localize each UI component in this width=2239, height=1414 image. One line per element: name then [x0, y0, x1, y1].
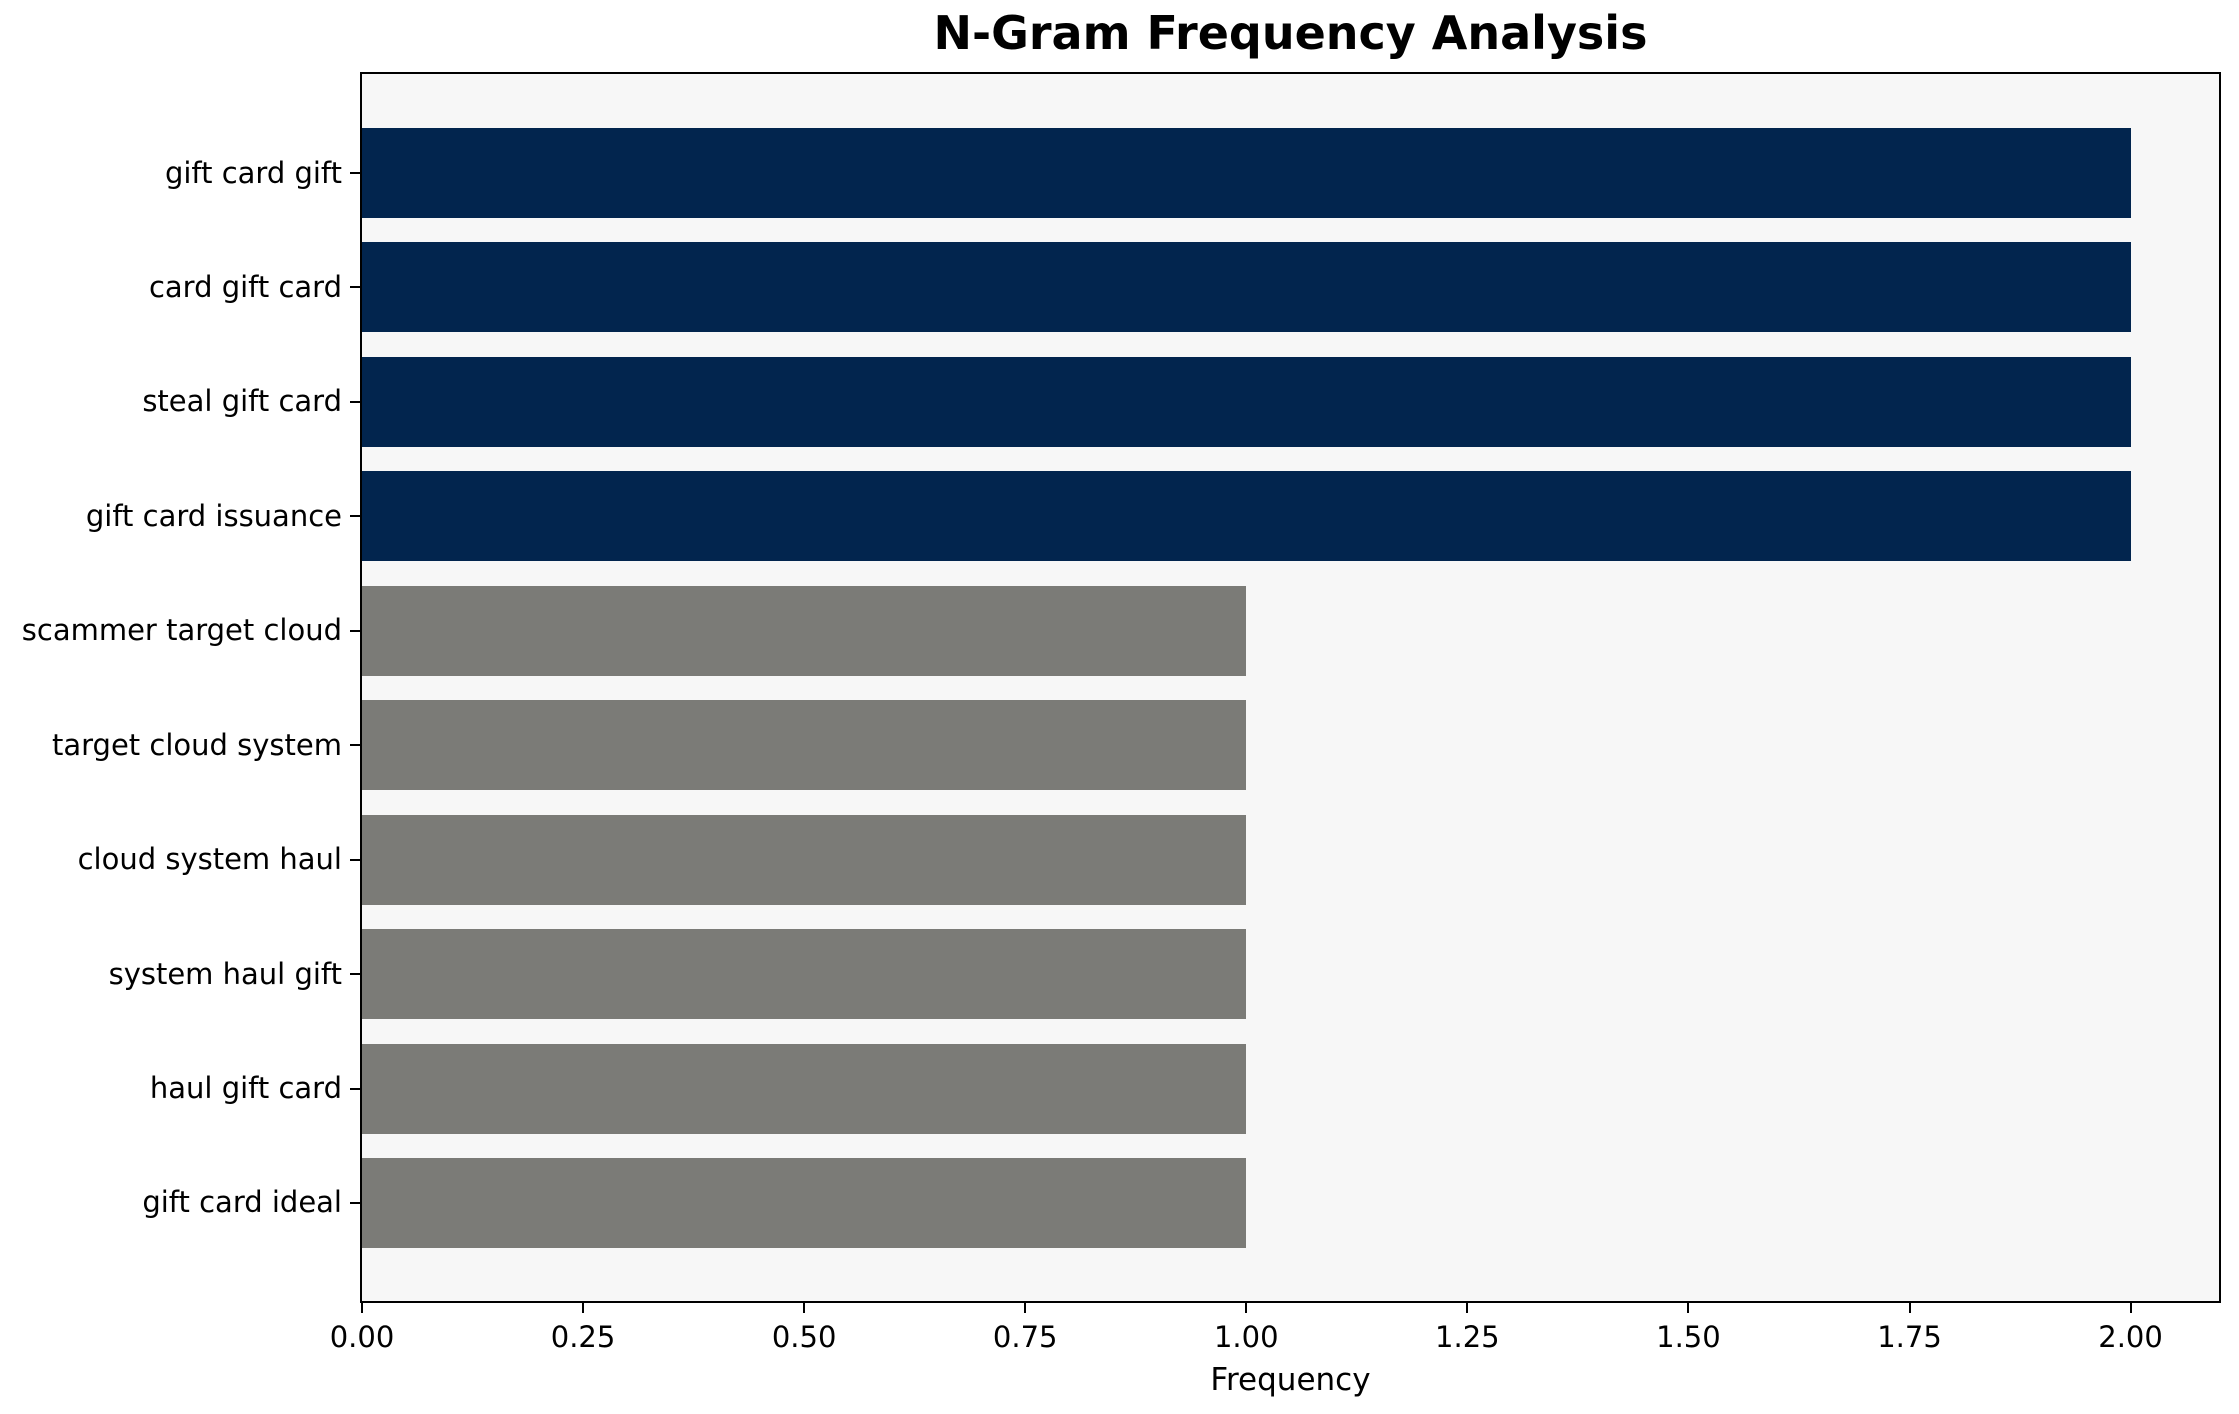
x-tick-label: 0.25: [550, 1320, 616, 1354]
x-tick-label: 1.50: [1656, 1320, 1721, 1354]
y-tick-mark: [350, 286, 360, 289]
x-tick-label: 0.00: [329, 1320, 395, 1354]
bar: [362, 585, 1247, 676]
y-tick-label: haul gift card: [149, 1071, 342, 1106]
bars-layer: [362, 74, 2219, 1301]
y-tick-label: gift card issuance: [85, 498, 342, 533]
y-tick-mark: [350, 1201, 360, 1204]
y-tick-label: card gift card: [148, 269, 342, 304]
x-axis-label: Frequency: [1210, 1362, 1371, 1398]
y-tick-mark: [350, 629, 360, 632]
x-tick-mark: [1245, 1303, 1248, 1313]
y-tick-label: gift card gift: [164, 155, 342, 190]
bar: [362, 471, 2131, 562]
x-tick-mark: [1908, 1303, 1911, 1313]
bar: [362, 1043, 1247, 1134]
x-tick-label: 0.75: [992, 1320, 1058, 1354]
x-tick-mark: [582, 1303, 585, 1313]
y-tick-label: system haul gift: [108, 956, 342, 991]
x-tick-label: 2.00: [2098, 1320, 2163, 1354]
y-tick-mark: [350, 744, 360, 747]
y-tick-label: gift card ideal: [142, 1185, 342, 1220]
y-tick-mark: [350, 400, 360, 403]
x-tick-label: 1.00: [1213, 1320, 1279, 1354]
bar: [362, 356, 2131, 447]
x-tick-label: 1.25: [1435, 1320, 1500, 1354]
bar: [362, 700, 1247, 791]
x-tick-mark: [2129, 1303, 2132, 1313]
chart-title: N-Gram Frequency Analysis: [933, 6, 1648, 60]
x-tick-mark: [1024, 1303, 1027, 1313]
x-tick-mark: [1687, 1303, 1690, 1313]
y-tick-mark: [350, 172, 360, 174]
y-tick-label: steal gift card: [142, 384, 342, 419]
y-tick-mark: [350, 973, 360, 976]
plot-area: [360, 72, 2221, 1303]
x-tick-mark: [803, 1303, 806, 1313]
bar: [362, 929, 1247, 1020]
bar: [362, 128, 2131, 218]
y-tick-label: scammer target cloud: [21, 613, 342, 648]
bar: [362, 242, 2131, 333]
bar: [362, 1157, 1247, 1248]
x-tick-mark: [1466, 1303, 1469, 1313]
y-tick-label: target cloud system: [52, 727, 342, 762]
y-tick-label: cloud system haul: [77, 842, 342, 877]
x-tick-label: 0.50: [771, 1320, 837, 1354]
x-tick-label: 1.75: [1877, 1320, 1942, 1354]
y-tick-mark: [350, 515, 360, 518]
y-tick-mark: [350, 858, 360, 861]
bar: [362, 814, 1247, 905]
x-tick-mark: [361, 1303, 363, 1313]
y-tick-mark: [350, 1087, 360, 1090]
